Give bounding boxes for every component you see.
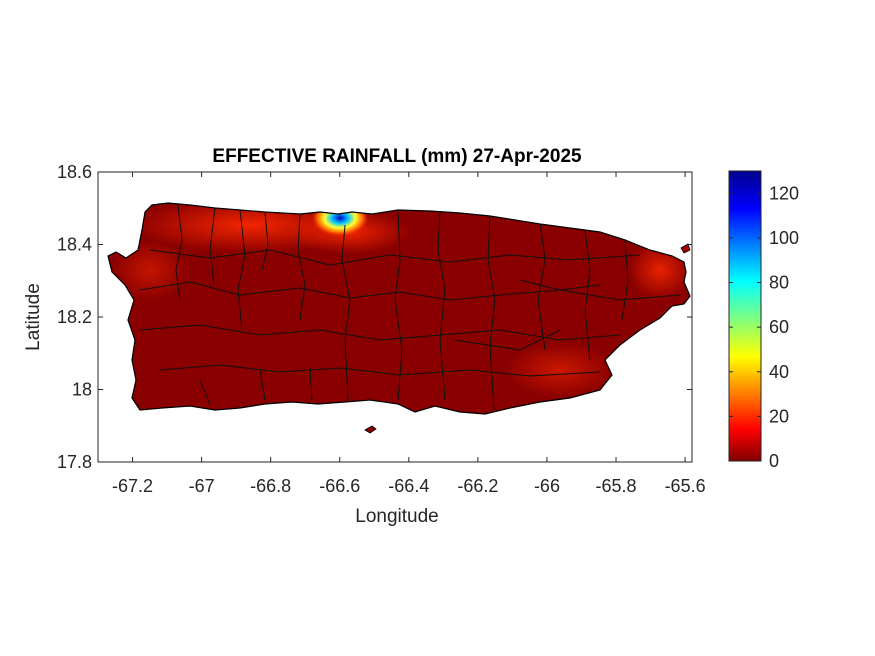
colorbar-tick-label: 0	[769, 451, 779, 471]
colorbar-tick-label: 80	[769, 273, 789, 293]
colorbar-tick-label: 20	[769, 406, 789, 426]
x-tick-label: -66.2	[457, 476, 498, 496]
y-tick-label: 18	[72, 380, 92, 400]
x-tick-label: -66.8	[250, 476, 291, 496]
y-tick-label: 18.6	[57, 162, 92, 182]
colorbar-tick-label: 100	[769, 228, 799, 248]
south-east-high-band	[505, 342, 615, 398]
colorbar	[728, 170, 762, 462]
municipality-boundaries	[139, 204, 681, 411]
x-tick-label: -66.4	[388, 476, 429, 496]
x-tick-label: -65.8	[596, 476, 637, 496]
x-tick-label: -66.6	[319, 476, 360, 496]
islet-east	[680, 243, 691, 254]
y-axis-title: Latitude	[23, 283, 44, 351]
x-tick-label: -67	[189, 476, 215, 496]
x-axis-title: Longitude	[355, 506, 438, 527]
colorbar-ticks: 120 100 80 60 40 20 0	[729, 183, 799, 471]
islet-south	[364, 425, 377, 434]
y-axis: 18.6 18.4 18.2 18 17.8	[57, 162, 692, 472]
x-tick-label: -66	[534, 476, 560, 496]
y-tick-label: 17.8	[57, 452, 92, 472]
x-axis: -67.2 -67 -66.8 -66.6 -66.4 -66.2 -66 -65.8 -65.…	[112, 172, 706, 496]
colorbar-tick-label: 60	[769, 317, 789, 337]
x-tick-label: -65.6	[665, 476, 706, 496]
x-tick-label: -67.2	[112, 476, 153, 496]
plot-title: EFFECTIVE RAINFALL (mm) 27-Apr-2025	[212, 146, 582, 167]
colorbar-tick-label: 120	[769, 183, 799, 203]
colorbar-tick-label: 40	[769, 362, 789, 382]
y-tick-label: 18.4	[57, 235, 92, 255]
y-tick-label: 18.2	[57, 307, 92, 327]
